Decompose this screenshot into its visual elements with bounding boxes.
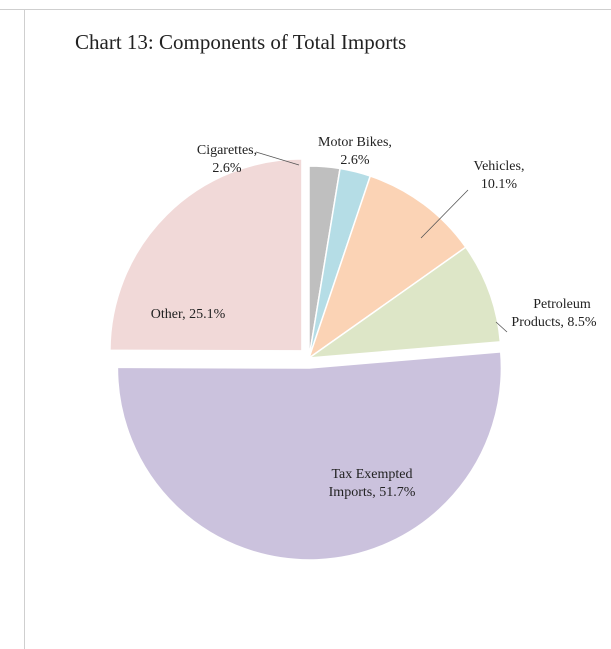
leader-lines <box>255 151 508 333</box>
pie-slice-tax-exempted-imports <box>116 351 503 561</box>
data-label-other: Other, 25.1% <box>151 307 226 322</box>
data-labels: Cigarettes, 2.6% Motor Bikes, 2.6% Vehicles,… <box>151 135 597 500</box>
data-label-motor-bikes: Motor Bikes, 2.6% <box>318 135 392 168</box>
pie-slice-vehicles <box>307 175 467 360</box>
leader-line-petroleum-products <box>495 321 508 333</box>
top-border <box>0 9 611 10</box>
pie-slice-other <box>109 158 303 352</box>
data-label-tax-exempted-imports: Tax Exempted Imports, 51.7% <box>329 467 416 500</box>
left-border <box>24 9 25 649</box>
chart-title: Chart 13: Components of Total Imports <box>75 30 407 54</box>
data-label-vehicles: Vehicles, 10.1% <box>474 159 525 192</box>
pie-slices <box>109 158 503 561</box>
leader-line-vehicles <box>420 189 469 239</box>
pie-slice-petroleum-products <box>306 246 502 359</box>
data-label-petroleum-products: Petroleum Products, 8.5% <box>511 297 597 330</box>
leader-line-cigarettes <box>255 151 300 166</box>
data-label-cigarettes: Cigarettes, 2.6% <box>197 143 257 176</box>
